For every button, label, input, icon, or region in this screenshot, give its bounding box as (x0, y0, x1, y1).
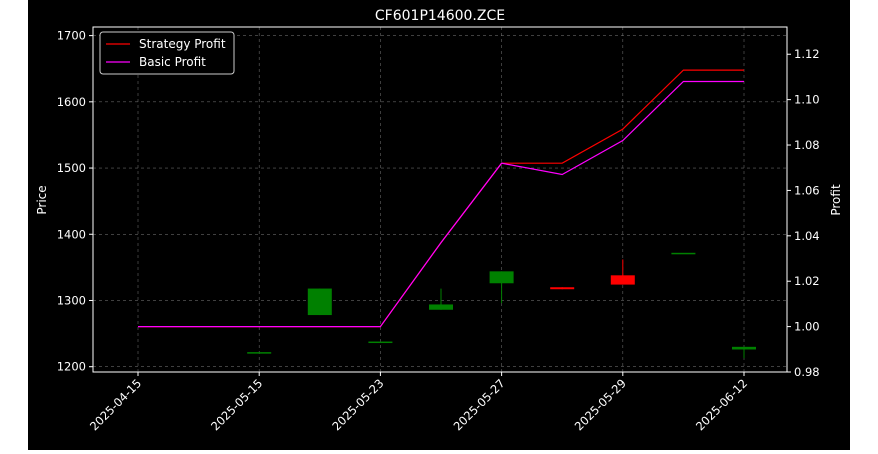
candle-body (368, 341, 393, 344)
candle-layer (126, 72, 756, 359)
y-tick-label-left: 1200 (57, 360, 86, 374)
candle-body (671, 252, 696, 255)
legend-box (99, 31, 235, 75)
y-tick-label-right: 1.12 (794, 47, 820, 61)
chart-title: CF601P14600.ZCE (375, 8, 505, 24)
y-tick-label-right: 1.02 (794, 274, 820, 288)
legend-label-basic: Basic Profit (139, 55, 206, 69)
candle-body (550, 287, 575, 290)
legend: Strategy Profit Basic Profit (99, 31, 235, 75)
y-axis-label-left: Price (35, 185, 49, 214)
plot-frame (92, 26, 788, 373)
y-tick-label-right: 1.00 (794, 320, 820, 334)
line-layer (138, 69, 744, 328)
basic-profit-line (138, 80, 744, 328)
candle-body (247, 352, 272, 354)
y-tick-label-right: 1.08 (794, 138, 820, 152)
y-tick-label-right: 1.10 (794, 93, 820, 107)
candle-body (610, 275, 635, 285)
y-tick-label-right: 0.98 (794, 365, 820, 379)
y-tick-label-left: 1400 (57, 227, 86, 241)
chart-canvas: CF601P14600.ZCE 2025-04-15 2025-05-15 2025… (28, 0, 850, 450)
candle-body (732, 346, 756, 350)
candle-body (429, 304, 453, 310)
y-tick-label-right: 1.06 (794, 183, 820, 197)
y-axis-label-right: Profit (829, 184, 843, 216)
y-tick-label-left: 1700 (57, 29, 86, 43)
y-tick-label-left: 1600 (57, 95, 86, 109)
chart-background (28, 0, 850, 450)
y-tick-label-right: 1.04 (794, 229, 820, 243)
y-tick-label-left: 1300 (57, 293, 86, 307)
candle-body (489, 271, 514, 284)
candle-body (307, 288, 332, 316)
chart-figure: CF601P14600.ZCE 2025-04-15 2025-05-15 2025… (28, 0, 850, 450)
legend-label-strategy: Strategy Profit (139, 37, 226, 51)
y-tick-label-left: 1500 (57, 161, 86, 175)
